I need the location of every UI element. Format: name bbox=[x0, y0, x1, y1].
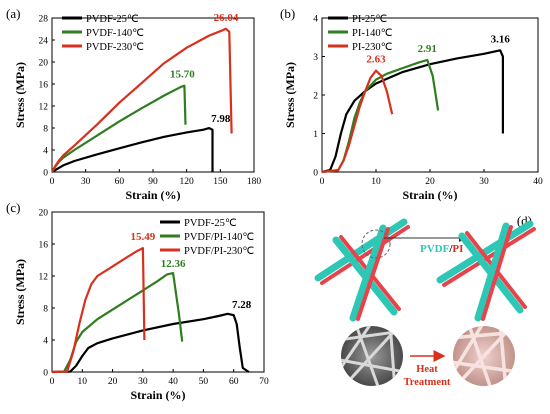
y-tick-label: 20 bbox=[39, 209, 49, 219]
legend-label-1: PI-25℃ bbox=[352, 14, 387, 25]
x-tick-label: 20 bbox=[108, 377, 118, 387]
y-tick-label: 4 bbox=[313, 15, 318, 25]
x-tick-label: 180 bbox=[247, 177, 262, 187]
x-axis-title: Strain (%) bbox=[126, 188, 181, 202]
y-tick-label: 8 bbox=[43, 305, 48, 315]
legend-label-3: PI-230℃ bbox=[352, 42, 393, 53]
x-tick-label: 10 bbox=[78, 377, 88, 387]
schematic-panel-d: (d) PVDF/PI bbox=[314, 213, 536, 388]
x-tick-label: 90 bbox=[148, 177, 158, 187]
y-tick-label: 1 bbox=[313, 130, 318, 140]
x-tick-label: 50 bbox=[199, 377, 209, 387]
x-tick-label: 40 bbox=[533, 177, 543, 187]
x-tick-label: 40 bbox=[168, 377, 178, 387]
chart-panel-c: 0 10 20 30 40 50 60 70 0 4 8 12 16 20 Strain (%) Stress… bbox=[6, 200, 269, 402]
peak-value-label-1: 7.98 bbox=[211, 113, 231, 125]
legend-label-3: PVDF-230℃ bbox=[86, 42, 144, 53]
fiber-label: PVDF/PI bbox=[420, 243, 463, 255]
y-tick-label: 0 bbox=[313, 169, 318, 179]
peak-value-label-2: 12.36 bbox=[161, 258, 186, 270]
legend-label-1: PVDF-25℃ bbox=[86, 14, 139, 25]
panel-label: (a) bbox=[6, 6, 20, 21]
x-tick-label: 30 bbox=[138, 377, 148, 387]
legend-label-2: PI-140℃ bbox=[352, 28, 393, 39]
y-tick-label: 8 bbox=[43, 125, 48, 135]
chart-panel-b: 0 10 20 30 40 0 1 2 3 4 Strain (%) Stress (MPa) (b) 3… bbox=[280, 6, 543, 202]
x-tick-label: 10 bbox=[371, 177, 381, 187]
series-line-1 bbox=[51, 312, 250, 374]
y-tick-label: 24 bbox=[39, 37, 49, 47]
series-line-1 bbox=[321, 49, 504, 174]
fiber-cross-right bbox=[436, 220, 536, 322]
y-axis-title: Stress (MPa) bbox=[13, 259, 27, 325]
y-tick-label: 4 bbox=[43, 147, 48, 157]
y-axis-title: Stress (MPa) bbox=[13, 62, 27, 128]
x-tick-label: 70 bbox=[259, 377, 269, 387]
peak-value-label-2: 15.70 bbox=[170, 69, 195, 81]
heat-label: Heat bbox=[416, 364, 438, 375]
x-tick-label: 30 bbox=[81, 177, 91, 187]
y-tick-label: 12 bbox=[39, 103, 49, 113]
x-tick-label: 60 bbox=[115, 177, 125, 187]
x-tick-label: 20 bbox=[425, 177, 435, 187]
x-axis-title: Strain (%) bbox=[131, 388, 186, 402]
series-line-2 bbox=[51, 84, 187, 173]
peak-value-label-3: 15.49 bbox=[130, 231, 155, 243]
y-tick-label: 20 bbox=[39, 59, 49, 69]
y-tick-label: 0 bbox=[43, 169, 48, 179]
legend-label-2: PVDF-140℃ bbox=[86, 28, 144, 39]
y-tick-label: 12 bbox=[39, 273, 49, 283]
x-tick-label: 0 bbox=[320, 177, 325, 187]
y-tick-label: 2 bbox=[313, 92, 318, 102]
fiber-cross-left bbox=[314, 218, 410, 322]
x-tick-label: 0 bbox=[50, 177, 55, 187]
peak-value-label-2: 2.91 bbox=[418, 43, 437, 55]
peak-value-label-3: 26.04 bbox=[214, 12, 239, 24]
y-tick-label: 4 bbox=[43, 337, 48, 347]
panel-label: (b) bbox=[280, 6, 295, 21]
sem-image-after bbox=[453, 326, 515, 386]
y-axis-title: Stress (MPa) bbox=[283, 62, 297, 128]
series-line-3 bbox=[321, 69, 394, 174]
plot-frame bbox=[51, 211, 265, 373]
plot-frame bbox=[51, 17, 255, 173]
legend-label-1: PVDF-25℃ bbox=[184, 218, 237, 229]
y-tick-label: 16 bbox=[39, 241, 49, 251]
treatment-label: Treatment bbox=[404, 377, 451, 388]
series-line-1 bbox=[51, 127, 214, 173]
x-tick-label: 60 bbox=[229, 377, 239, 387]
series-line-3 bbox=[51, 27, 233, 173]
legend-label-2: PVDF/PI-140℃ bbox=[184, 232, 254, 243]
peak-value-label-1: 3.16 bbox=[491, 33, 511, 45]
panel-label: (c) bbox=[6, 200, 20, 215]
x-axis-title: Strain (%) bbox=[403, 188, 458, 202]
junction-highlight-circle bbox=[361, 229, 391, 259]
peak-value-label-3: 2.63 bbox=[366, 54, 386, 66]
x-tick-label: 0 bbox=[50, 377, 55, 387]
y-tick-label: 0 bbox=[43, 369, 48, 379]
chart-panel-a: 0 30 60 90 120 150 180 0 4 8 12 16 20 24 28 Strain (%) S… bbox=[6, 6, 261, 202]
series-line-3 bbox=[51, 247, 146, 374]
legend-label-3: PVDF/PI-230℃ bbox=[184, 246, 254, 257]
x-tick-label: 30 bbox=[479, 177, 489, 187]
sem-image-before bbox=[341, 326, 403, 386]
y-tick-label: 16 bbox=[39, 81, 49, 91]
x-tick-label: 150 bbox=[213, 177, 228, 187]
y-tick-label: 3 bbox=[313, 53, 318, 63]
peak-value-label-1: 7.28 bbox=[232, 299, 252, 311]
series-line-2 bbox=[321, 58, 440, 174]
y-tick-label: 28 bbox=[39, 15, 49, 25]
x-tick-label: 120 bbox=[180, 177, 195, 187]
